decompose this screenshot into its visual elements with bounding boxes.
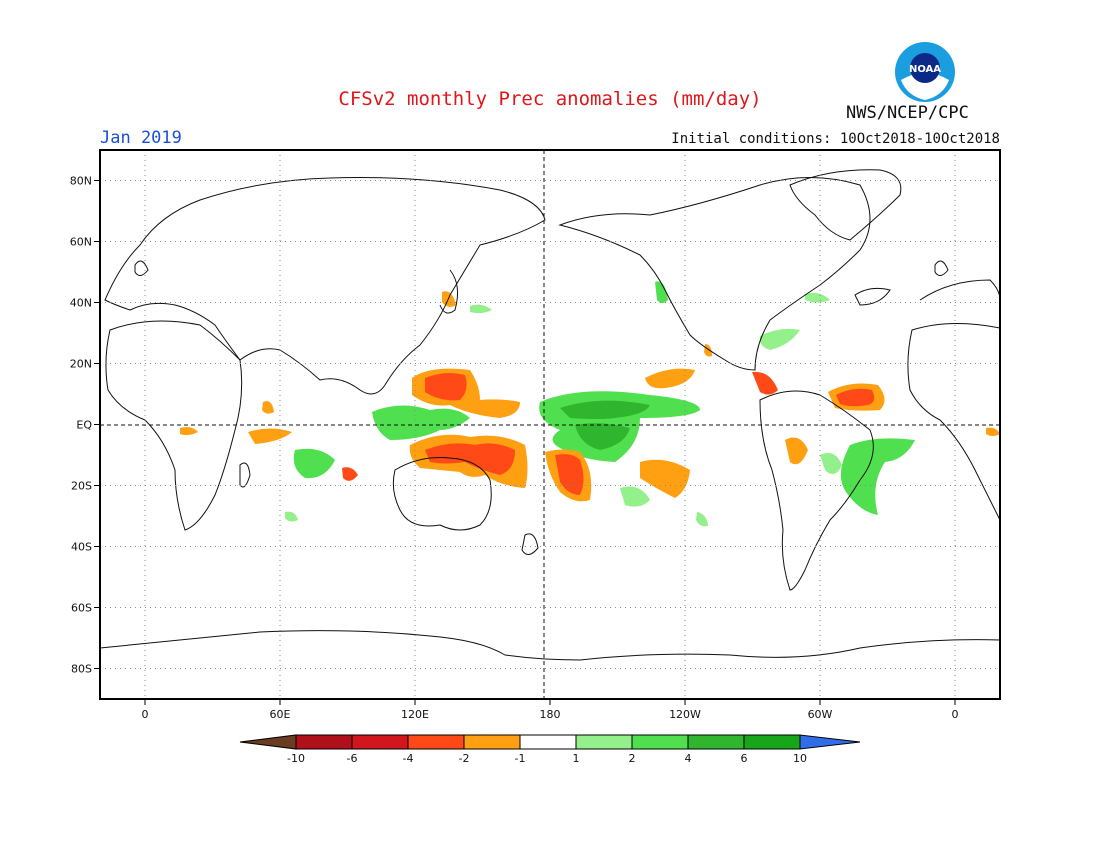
lat-tick-label: 20N [70,358,92,371]
coast-ne-america [854,287,891,306]
lat-tick-label: 80S [71,663,92,676]
anomaly-field [785,437,808,465]
continent-africa [105,320,243,531]
anomaly-field [442,291,456,307]
grid-lines [100,150,1000,699]
colorbar-box [519,734,577,750]
anomaly-field [180,427,198,436]
island-madagascar [239,462,251,488]
continent-africa-east [907,323,1000,521]
anomaly-field [555,454,584,495]
island-uk [134,260,149,276]
anomaly-field [805,292,830,303]
anomaly-field [704,344,712,357]
colorbar-box [407,734,465,750]
chart-title: CFSv2 monthly Prec anomalies (mm/day) [338,88,762,110]
colorbar: -10 -6 -4 -2 -1 1 2 4 6 10 [239,734,861,765]
lat-tick-label: 40S [71,541,92,554]
coastlines [100,169,1000,661]
anomaly-field [575,423,630,450]
lat-tick-label: 60N [70,236,92,249]
colorbar-label: -2 [459,752,470,765]
lat-tick-label: 60S [71,602,92,615]
colorbar-label: 4 [685,752,692,765]
anomaly-field [820,452,842,474]
colorbar-box [631,734,689,750]
lon-tick-label: 120E [401,708,429,721]
axis-ticks: 80N 60N 40N 20N EQ 20S 40S 60S 80S 0 60E 120E 180 120… [70,175,959,722]
anomaly-field [840,438,915,515]
coast-europe-east [919,279,1000,301]
anomaly-field [293,448,335,479]
colorbar-arrow-low [239,734,297,750]
colorbar-arrow-high [799,734,861,750]
anomaly-field [645,368,695,389]
colorbar-box [687,734,745,750]
logo-text: NOAA [909,64,941,75]
continent-south-america [759,390,874,591]
lon-tick-label: 0 [952,708,959,721]
lon-tick-label: 0 [142,708,149,721]
island-uk [934,260,949,276]
anomaly-field [425,443,515,475]
anomaly-field [640,459,690,498]
anomaly-field [372,405,470,440]
anomaly-field [986,427,1000,436]
agency-label: NWS/NCEP/CPC [846,103,969,123]
colorbar-box [295,734,353,750]
continent-antarctica [100,630,1000,661]
lat-tick-label: EQ [76,419,92,432]
colorbar-box [351,734,409,750]
colorbar-label: -4 [403,752,414,765]
island-greenland [789,169,902,241]
colorbar-label: 6 [741,752,748,765]
continent-europe-asia [104,177,546,395]
colorbar-label: -10 [287,752,305,765]
continent-north-america [558,177,871,371]
initial-conditions: Initial conditions: 10Oct2018-10Oct2018 [671,131,1000,147]
anomaly-field [696,512,708,527]
lat-tick-label: 20S [71,480,92,493]
anomaly-field [655,281,668,303]
anomaly-field [285,511,298,522]
anomaly-field [248,428,292,444]
forecast-month: Jan 2019 [100,128,182,148]
anomaly-field [470,304,492,314]
anomaly-field [620,486,650,507]
colorbar-label: 2 [629,752,636,765]
colorbar-box [575,734,633,750]
anomaly-field [836,388,875,407]
continent-australia [392,457,492,531]
anomaly-field [560,400,650,419]
colorbar-box [463,734,521,750]
anomaly-field [752,371,778,395]
lat-tick-label: 40N [70,297,92,310]
anomaly-field [425,373,467,401]
lon-tick-label: 180 [540,708,561,721]
island-japan [439,269,459,314]
lon-tick-label: 60W [808,708,833,721]
island-nz [521,533,539,555]
anomaly-field [342,467,358,481]
anomaly-field [262,401,274,414]
colorbar-label: 1 [573,752,580,765]
lon-tick-label: 60E [270,708,291,721]
colorbar-label: 10 [793,752,807,765]
anomaly-fields [180,281,1000,527]
lon-tick-label: 120W [669,708,701,721]
colorbar-label: -6 [347,752,358,765]
colorbar-box [743,734,801,750]
anomaly-field [759,328,800,350]
noaa-logo: NOAA [893,40,957,104]
lat-tick-label: 80N [70,175,92,188]
colorbar-label: -1 [515,752,526,765]
